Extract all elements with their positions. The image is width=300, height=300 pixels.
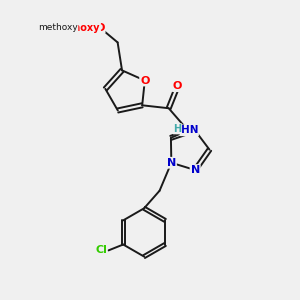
- Text: N: N: [190, 165, 200, 175]
- Text: methoxy: methoxy: [52, 23, 100, 33]
- Text: OMe: OMe: [50, 23, 75, 33]
- Text: O: O: [140, 76, 149, 85]
- Text: N: N: [167, 158, 176, 168]
- Text: methoxy: methoxy: [38, 23, 78, 32]
- Text: O: O: [95, 23, 105, 33]
- Text: H: H: [173, 124, 181, 134]
- Text: Cl: Cl: [95, 245, 107, 255]
- Text: O: O: [173, 81, 182, 91]
- Text: HN: HN: [181, 125, 198, 135]
